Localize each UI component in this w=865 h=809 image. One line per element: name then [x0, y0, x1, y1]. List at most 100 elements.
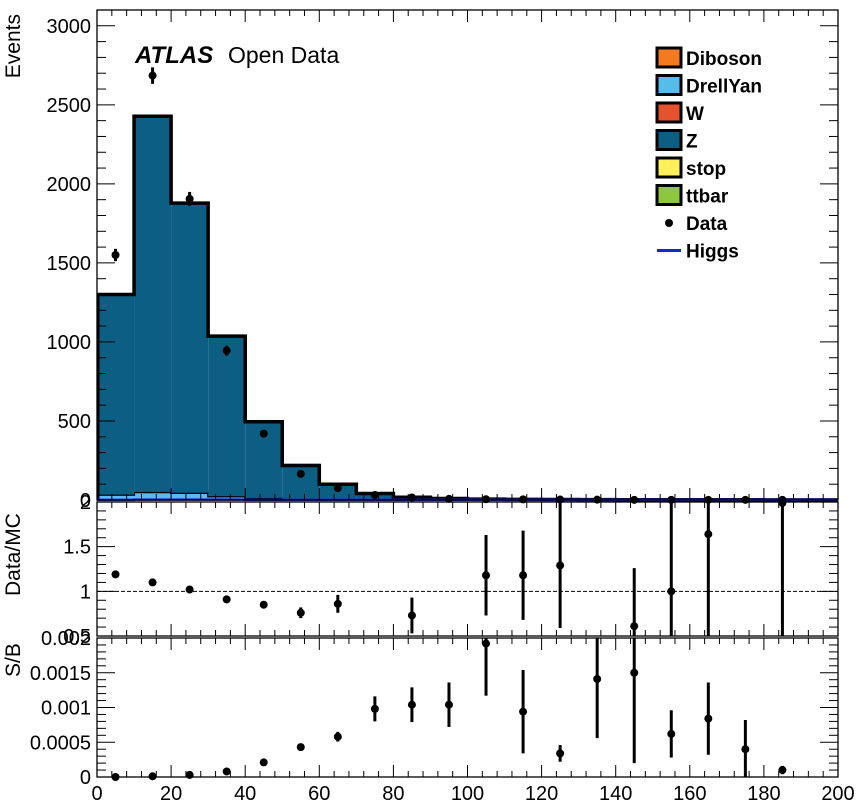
legend-marker-data	[665, 219, 673, 227]
open-data-label: Open Data	[228, 42, 339, 68]
ratio-point-7	[407, 611, 416, 620]
sb-point-4	[259, 758, 268, 767]
legend-swatch-drellyan	[655, 74, 683, 96]
ratio-point-12	[667, 587, 676, 596]
y-tick-label-0: 0	[80, 490, 91, 512]
sb-point-18	[778, 766, 787, 775]
legend-label-diboson: Diboson	[686, 49, 762, 70]
sb-point-16	[704, 714, 713, 723]
ratio-panel: 0.5 1 1.5 2 Data/MC	[2, 492, 839, 648]
legend-label-data: Data	[686, 214, 728, 235]
x-tick-label-6: 120	[525, 783, 558, 805]
sb-point-1	[148, 772, 157, 781]
legend-label-stop: stop	[686, 159, 726, 180]
y-tick-label-3: 1500	[47, 253, 92, 275]
data-point-4	[259, 429, 268, 438]
y-tick-label-1: 0.0005	[30, 732, 91, 754]
stack-bar-drellyan-0	[97, 494, 135, 500]
ratio-point-10	[556, 561, 565, 570]
sb-point-17	[741, 745, 750, 754]
stack-bar-drellyan-2	[171, 493, 209, 500]
sb-point-12	[556, 749, 565, 758]
ratio-point-9	[519, 571, 528, 580]
legend-label-ttbar: ttbar	[686, 187, 729, 208]
data-point-0	[111, 251, 120, 259]
main-y-axis-title: Events	[2, 14, 25, 78]
legend-swatch-diboson	[655, 46, 683, 69]
x-tick-label-2: 40	[234, 783, 256, 805]
sb-panel: 0 0.0005 0.001 0.0015 0.002 S/B 0 20 40 60 80 100…	[2, 628, 855, 805]
stack-bar-drellyan-3	[208, 496, 246, 500]
x-tick-label-3: 60	[308, 783, 330, 805]
y-tick-label-0: 0	[80, 767, 91, 789]
y-tick-label-2: 1.5	[63, 537, 91, 559]
sb-y-ticks: 0 0.0005 0.001 0.0015 0.002	[30, 628, 838, 789]
stack-bar-z-1	[134, 116, 172, 492]
sb-point-2	[185, 770, 194, 779]
sb-point-8	[407, 700, 416, 709]
stack-bar-drellyan-1	[134, 492, 172, 500]
ratio-point-0	[111, 570, 120, 579]
y-tick-label-0: 0.5	[63, 626, 91, 648]
y-tick-label-1: 1	[80, 581, 91, 603]
ratio-frame	[96, 501, 839, 637]
data-point-2	[185, 194, 194, 203]
ratio-point-1	[148, 578, 157, 587]
main-y-ticks: 0 500 1000 1500 2000 2500 3000	[47, 9, 838, 512]
legend-label-w: W	[686, 104, 704, 125]
ratio-point-11	[630, 622, 639, 631]
ratio-y-ticks: 0.5 1 1.5 2	[63, 492, 838, 648]
ratio-point-4	[259, 600, 268, 609]
x-tick-label-9: 180	[747, 783, 780, 805]
data-point-7	[370, 490, 379, 499]
x-tick-label-4: 80	[382, 783, 404, 805]
sb-point-9	[444, 700, 453, 709]
sb-points	[111, 638, 787, 781]
y-tick-label-4: 0.002	[41, 628, 91, 650]
legend-swatch-stop	[655, 156, 683, 179]
y-tick-label-6: 3000	[47, 16, 92, 38]
data-point-3	[222, 346, 231, 355]
main-x-ticks	[96, 10, 839, 500]
sb-point-14	[630, 668, 639, 677]
sb-frame	[96, 637, 839, 778]
main-panel: 0 500 1000 1500 2000 2500 3000 Events ATLAS Op…	[2, 9, 839, 512]
ratio-point-2	[185, 585, 194, 594]
stack-bar-z-2	[171, 203, 209, 493]
sb-point-13	[593, 675, 602, 684]
sb-point-7	[370, 704, 379, 713]
legend-label-drellyan: DrellYan	[686, 77, 762, 98]
sb-point-3	[222, 767, 231, 776]
sb-point-5	[296, 743, 305, 752]
y-tick-label-1: 500	[58, 411, 91, 433]
sb-point-11	[519, 707, 528, 716]
legend-swatch-w	[655, 101, 683, 124]
ratio-point-8	[482, 571, 491, 580]
stack-bar-z-3	[208, 336, 246, 497]
x-tick-labels: 0 20 40 60 80 100 120 140 160 180 200	[91, 783, 854, 805]
ratio-point-3	[222, 595, 231, 604]
sb-point-10	[482, 639, 491, 648]
ratio-y-axis-title: Data/MC	[2, 513, 25, 596]
ratio-point-13	[704, 530, 713, 539]
sb-point-6	[333, 732, 342, 741]
data-point-9	[444, 494, 453, 503]
x-tick-label-7: 140	[599, 783, 632, 805]
legend-label-higgs: Higgs	[686, 242, 739, 263]
y-tick-label-2: 0.001	[41, 698, 91, 720]
ratio-point-6	[333, 599, 342, 608]
ratio-point-5	[296, 608, 305, 617]
x-tick-label-10: 200	[821, 783, 854, 805]
ratio-x-ticks	[96, 502, 839, 636]
background-stack	[96, 114, 838, 502]
x-tick-label-0: 0	[91, 783, 102, 805]
atlas-label: ATLAS	[134, 42, 213, 69]
data-point-5	[296, 469, 305, 478]
y-tick-label-4: 2000	[47, 174, 92, 196]
legend-label-z: Z	[686, 132, 698, 153]
x-tick-label-5: 100	[451, 783, 484, 805]
y-tick-label-2: 1000	[47, 332, 92, 354]
ratio-points	[111, 498, 787, 636]
